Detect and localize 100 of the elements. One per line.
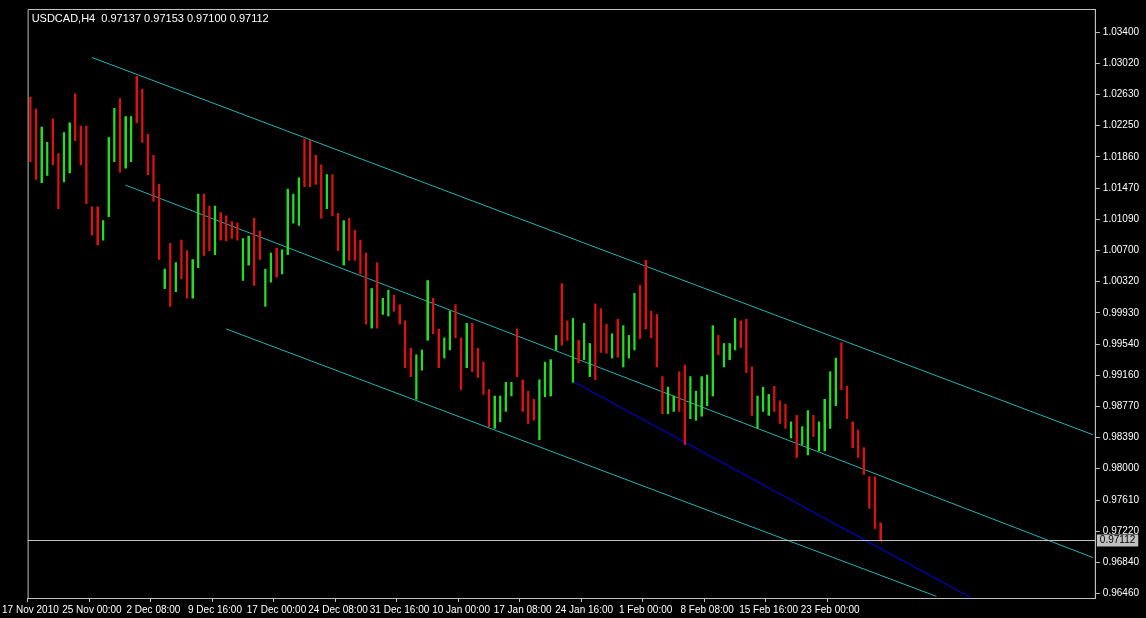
candlestick [79,125,82,166]
candlestick [706,374,709,407]
candlestick [678,371,681,412]
candlestick [68,122,71,174]
candlestick [851,421,854,449]
candlestick [29,96,32,163]
candlestick [118,98,122,173]
candlestick [236,222,239,241]
candlestick [431,297,435,335]
y-tick-label: 1.00320 [1102,275,1140,287]
candlestick [616,318,619,358]
x-tick-label: 8 Feb 08:00 [680,603,735,615]
candlestick [689,376,692,420]
candlestick [722,342,726,368]
candlestick [292,193,295,224]
candlestick [253,217,256,286]
candlestick [527,390,530,424]
candlestick [823,398,826,452]
x-tick-label: 24 Jan 16:00 [555,603,614,615]
candlestick [62,132,66,183]
candlestick [817,421,821,452]
y-tick-label: 0.98000 [1102,462,1140,474]
candlestick [761,386,765,412]
candlestick [857,429,860,458]
x-tick-label: 2 Dec 08:00 [126,603,181,615]
candlestick [756,395,759,429]
candlestick [644,259,647,330]
candlestick [482,361,485,395]
candlestick [426,279,429,341]
candlestick [566,320,569,341]
candlestick [314,154,317,185]
candlestick [672,395,675,412]
candlestick [750,366,754,416]
y-tick-label: 1.01090 [1102,212,1140,224]
y-tick-label: 0.99930 [1102,306,1140,318]
candlestick [594,303,597,381]
candlestick [521,379,524,412]
candlestick [364,252,368,325]
y-tick-label: 0.98390 [1102,430,1140,442]
y-tick-label: 1.01860 [1102,150,1140,162]
candlestick [493,395,496,429]
y-tick-label: 0.96460 [1102,586,1140,598]
candlestick [219,212,222,241]
y-tick-label: 0.99540 [1102,338,1140,350]
x-tick-label: 15 Feb 16:00 [739,603,799,615]
y-tick-label: 0.97220 [1102,525,1140,537]
y-tick-label: 0.98770 [1102,400,1140,412]
y-tick-label: 1.02630 [1102,88,1140,100]
candlestick [443,337,446,359]
candlestick [711,325,714,397]
candlestick [303,138,306,188]
candlestick [34,108,38,180]
candlestick [264,268,267,307]
candlestick [102,220,105,241]
x-tick-label: 17 Jan 08:00 [493,603,552,615]
y-tick-label: 1.01470 [1102,182,1140,194]
candlestick [532,398,535,421]
candlestick [359,239,362,275]
candlestick [191,258,194,299]
y-tick-label: 1.02250 [1102,119,1140,131]
candlestick [180,239,183,280]
candlestick [230,220,233,239]
candlestick [185,250,189,299]
candlestick [404,320,407,369]
y-tick-label: 0.97610 [1102,493,1140,505]
candlestick [840,342,843,391]
candlestick [560,283,563,346]
candlestick [789,421,793,439]
candlestick [370,288,373,329]
candlestick [622,325,625,368]
candlestick [454,304,457,339]
candlestick [51,118,54,166]
x-tick-label: 10 Jan 00:00 [432,603,491,615]
candlestick [57,153,60,210]
candlestick [577,339,580,364]
candlestick [141,88,144,143]
candlestick [834,357,837,407]
candlestick [174,262,177,293]
candlestick [504,381,507,412]
candlestick [778,400,781,424]
y-tick-label: 0.96840 [1102,556,1140,568]
candlestick [40,126,43,184]
candlestick [275,247,278,278]
candlestick [392,294,396,312]
candlestick [320,164,323,219]
x-tick-label: 24 Dec 08:00 [308,603,369,615]
candlestick [610,333,614,359]
candlestick [269,252,273,283]
candlestick [381,297,384,315]
candlestick [437,328,440,369]
x-tick-label: 23 Feb 00:00 [800,603,861,615]
candlestick [868,476,871,509]
y-tick-label: 1.03400 [1102,26,1140,38]
candlestick [247,235,250,266]
candlestick [376,262,379,329]
candlestick [549,359,552,397]
candlestick [806,410,809,456]
candlestick [700,376,703,417]
candlestick [829,371,832,429]
candlestick [258,230,261,260]
